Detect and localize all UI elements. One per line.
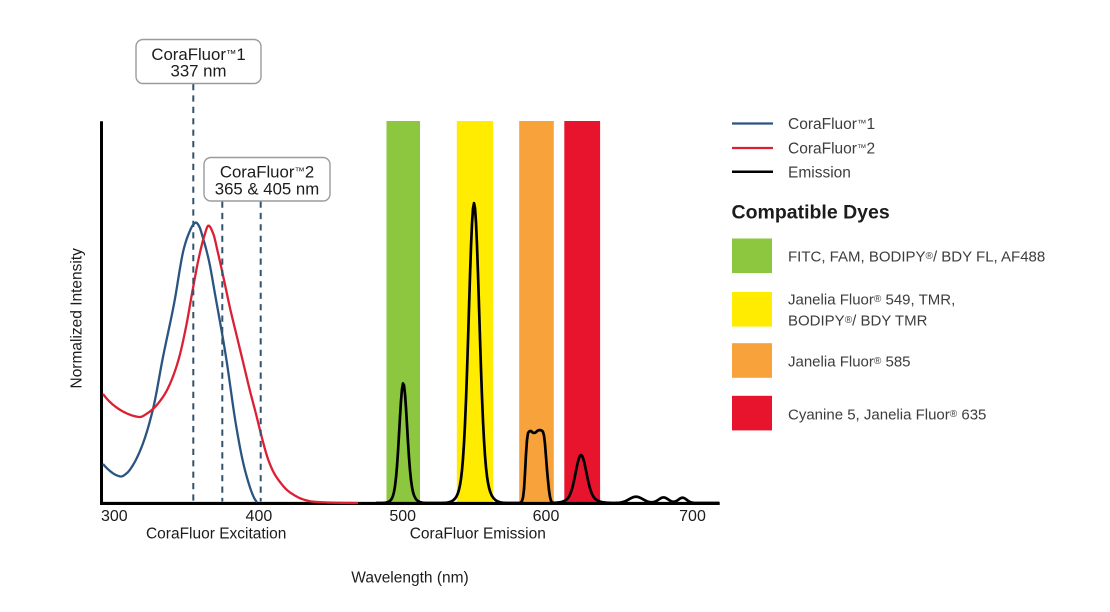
svg-text:Normalized Intensity: Normalized Intensity — [69, 248, 86, 389]
svg-text:BODIPY®​/ BDY TMR: BODIPY®​/ BDY TMR — [788, 312, 928, 329]
svg-text:365 & 405 nm: 365 & 405 nm — [215, 180, 320, 199]
svg-text:CoraFluor Emission: CoraFluor Emission — [410, 526, 546, 543]
svg-text:CoraFluor™​1: CoraFluor™​1 — [151, 45, 245, 64]
svg-text:500: 500 — [389, 508, 416, 525]
svg-text:Emission: Emission — [788, 164, 851, 181]
svg-text:CoraFluor™​2: CoraFluor™​2 — [220, 163, 314, 182]
svg-text:337 nm: 337 nm — [171, 62, 227, 81]
svg-text:CoraFluor™​1: CoraFluor™​1 — [788, 116, 875, 133]
svg-text:400: 400 — [246, 508, 273, 525]
svg-text:600: 600 — [533, 508, 560, 525]
svg-text:CoraFluor™​2: CoraFluor™​2 — [788, 141, 875, 158]
svg-text:Janelia Fluor®​ 549, TMR,: Janelia Fluor®​ 549, TMR, — [788, 292, 955, 309]
svg-text:300: 300 — [101, 508, 128, 525]
svg-text:Cyanine 5, Janelia Fluor®​ 635: Cyanine 5, Janelia Fluor®​ 635 — [788, 406, 986, 423]
svg-text:700: 700 — [679, 508, 706, 525]
svg-text:Janelia Fluor®​ 585: Janelia Fluor®​ 585 — [788, 354, 911, 371]
svg-text:FITC, FAM, BODIPY®​/ BDY FL, A: FITC, FAM, BODIPY®​/ BDY FL, AF488 — [788, 248, 1045, 265]
svg-text:CoraFluor Excitation: CoraFluor Excitation — [146, 526, 286, 543]
svg-text:Wavelength (nm): Wavelength (nm) — [351, 570, 468, 587]
svg-text:Compatible Dyes: Compatible Dyes — [732, 202, 890, 224]
